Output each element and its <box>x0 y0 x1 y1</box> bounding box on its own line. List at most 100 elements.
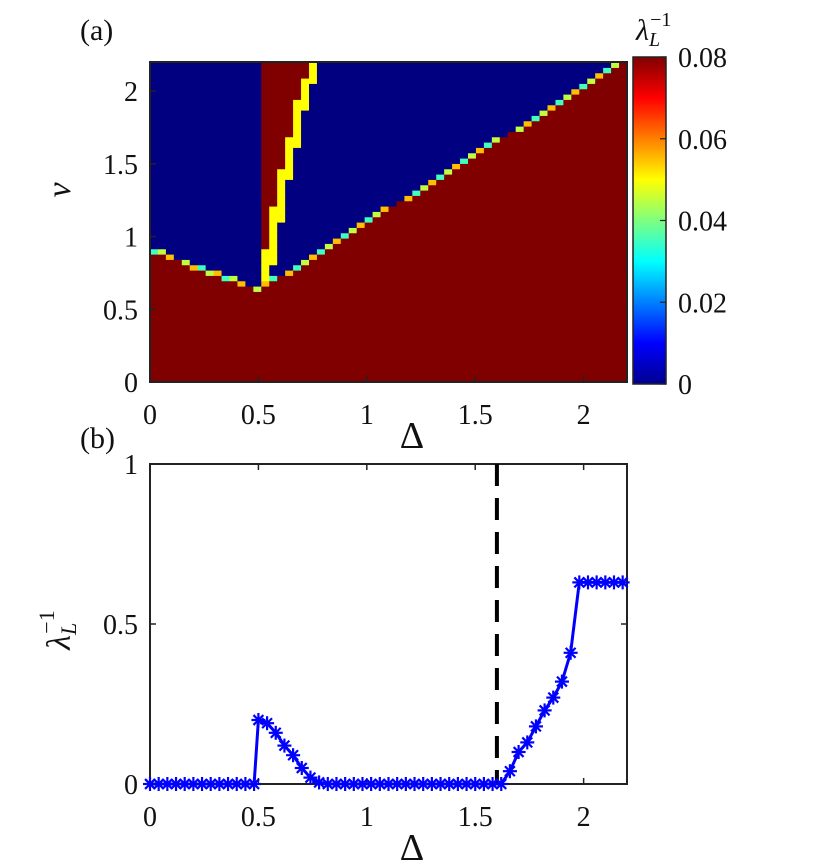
heatmap-cell <box>157 227 167 234</box>
heatmap-cell <box>587 78 596 84</box>
heatmap-cell <box>475 270 485 276</box>
heatmap-cell <box>460 328 469 335</box>
heatmap-cell <box>173 190 183 196</box>
heatmap-cell <box>316 360 326 367</box>
heatmap-cell <box>452 254 461 260</box>
heatmap-cell <box>364 136 374 143</box>
heatmap-cell <box>285 328 294 335</box>
heatmap-cell <box>491 147 501 154</box>
heatmap-cell <box>269 104 278 111</box>
heatmap-cell <box>150 238 159 244</box>
heatmap-cell <box>388 110 398 116</box>
heatmap-cell <box>523 307 533 314</box>
heatmap-cell <box>619 254 628 260</box>
heatmap-cell <box>380 131 390 138</box>
heatmap-cell <box>579 142 588 148</box>
heatmap-cell <box>563 360 572 367</box>
heatmap-cell <box>229 206 239 212</box>
heatmap-cell <box>571 110 580 116</box>
heatmap-cell <box>499 286 509 292</box>
heatmap-cell <box>237 328 246 335</box>
heatmap-cell <box>309 259 318 266</box>
heatmap-cell <box>531 275 541 282</box>
heatmap-cell <box>237 158 246 164</box>
heatmap-cell <box>229 318 239 324</box>
heatmap-cell <box>460 243 469 250</box>
heatmap-cell <box>237 163 246 170</box>
heatmap-cell <box>316 83 326 90</box>
heatmap-cell <box>165 72 175 79</box>
heatmap-cell <box>173 222 183 228</box>
heatmap-cell <box>150 264 159 271</box>
heatmap-cell <box>475 131 485 138</box>
heatmap-cell <box>372 360 382 367</box>
heatmap-cell <box>173 88 183 95</box>
heatmap-cell <box>460 323 469 330</box>
heatmap-cell <box>460 67 469 74</box>
heatmap-cell <box>475 72 485 79</box>
heatmap-cell <box>237 232 246 239</box>
heatmap-cell <box>380 312 390 319</box>
heatmap-cell <box>181 328 191 335</box>
heatmap-cell <box>563 376 572 383</box>
heatmap-cell <box>157 62 167 68</box>
heatmap-cell <box>483 131 493 138</box>
heatmap-cell <box>603 99 612 106</box>
heatmap-cell <box>452 174 461 180</box>
heatmap-cell <box>539 307 549 314</box>
heatmap-cell <box>324 78 334 84</box>
x-tick-label: 1.5 <box>458 802 493 833</box>
heatmap-cell <box>611 307 620 314</box>
heatmap-cell <box>364 318 374 324</box>
heatmap-cell <box>340 227 350 234</box>
heatmap-cell <box>173 152 183 159</box>
heatmap-cell <box>189 72 199 79</box>
heatmap-cell <box>515 275 525 282</box>
heatmap-cell <box>245 195 254 202</box>
heatmap-cell <box>611 376 620 383</box>
heatmap-cell <box>309 206 318 212</box>
heatmap-cell <box>547 190 557 196</box>
heatmap-cell <box>348 62 358 68</box>
heatmap-cell <box>595 318 604 324</box>
heatmap-cell <box>277 120 286 127</box>
heatmap-cell <box>555 195 564 202</box>
data-point <box>381 777 396 791</box>
heatmap-cell <box>412 302 421 308</box>
heatmap-cell <box>515 136 525 143</box>
heatmap-cell <box>332 371 342 378</box>
heatmap-cell <box>595 264 604 271</box>
heatmap-cell <box>324 163 334 170</box>
heatmap-cell <box>340 259 350 266</box>
heatmap-cell <box>293 120 302 127</box>
heatmap-cell <box>293 227 302 234</box>
heatmap-cell <box>157 323 167 330</box>
heatmap-cell <box>340 179 350 186</box>
x-tick-label: 0 <box>143 400 157 431</box>
heatmap-cell <box>468 222 477 228</box>
heatmap-cell <box>539 232 549 239</box>
heatmap-cell <box>332 307 342 314</box>
heatmap-cell <box>468 174 477 180</box>
heatmap-cell <box>332 163 342 170</box>
heatmap-cell <box>420 142 429 148</box>
heatmap-cell <box>173 355 183 362</box>
heatmap-cell <box>452 62 461 68</box>
heatmap-cell <box>523 366 533 372</box>
heatmap-cell <box>309 168 318 175</box>
heatmap-cell <box>285 323 294 330</box>
heatmap-cell <box>428 238 437 244</box>
heatmap-cell <box>468 142 477 148</box>
heatmap-cell <box>309 302 318 308</box>
heatmap-cell <box>396 280 405 287</box>
heatmap-cell <box>324 296 334 303</box>
heatmap-cell <box>364 296 374 303</box>
heatmap-cell <box>468 158 477 164</box>
heatmap-cell <box>189 259 199 266</box>
heatmap-cell <box>340 72 350 79</box>
heatmap-cell <box>539 302 549 308</box>
heatmap-cell <box>428 168 437 175</box>
heatmap-cell <box>245 254 254 260</box>
heatmap-cell <box>356 334 366 340</box>
heatmap-cell <box>555 94 564 100</box>
